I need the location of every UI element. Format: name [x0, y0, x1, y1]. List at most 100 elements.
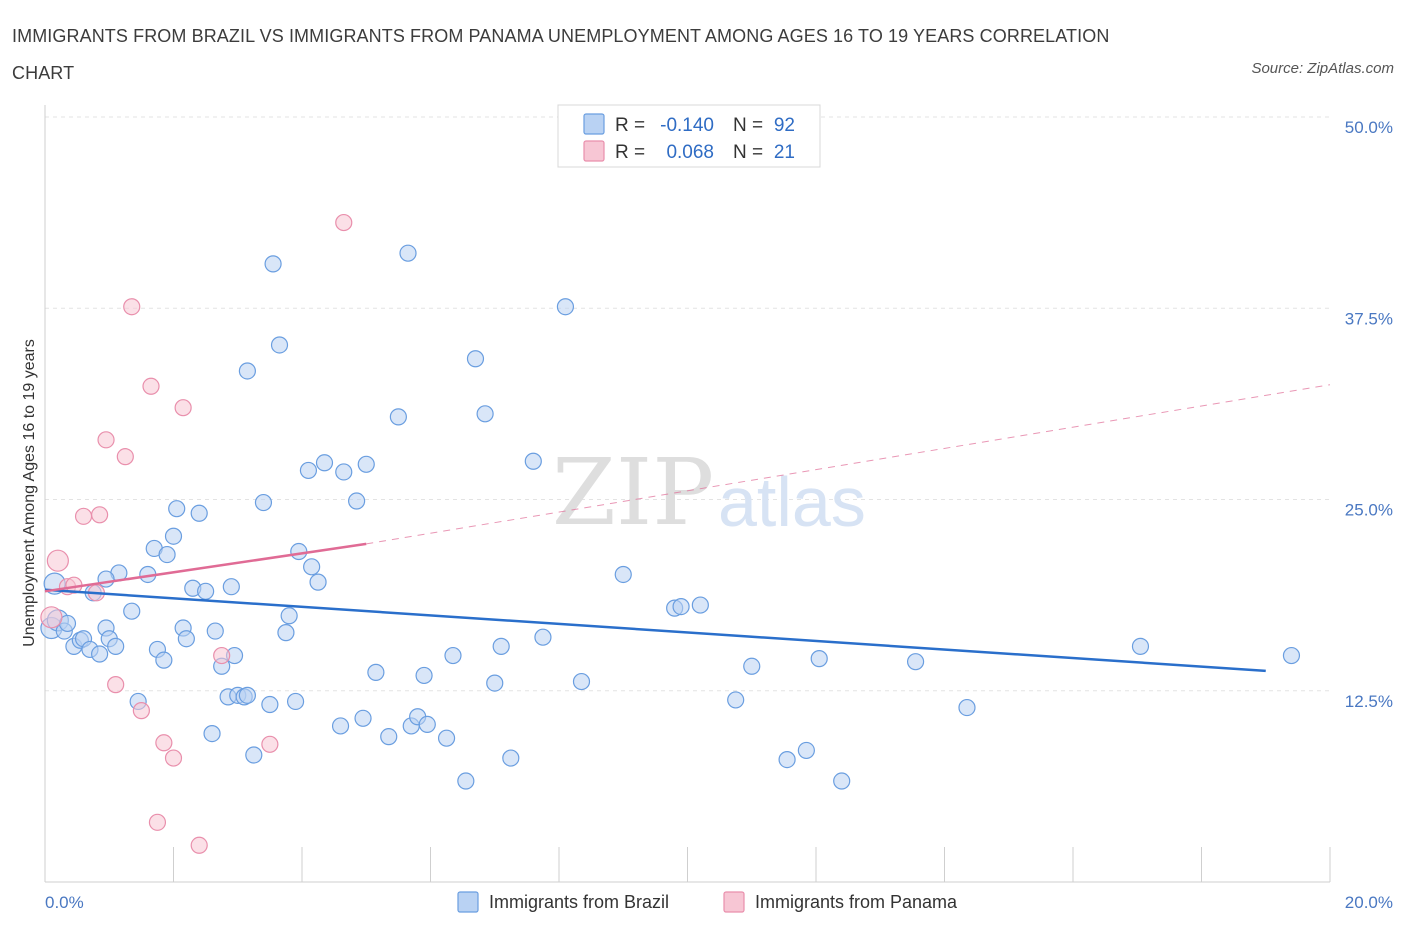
brazil-point — [158, 545, 176, 564]
panama-point — [335, 213, 353, 232]
stats-legend-n-value: 21 — [774, 142, 795, 163]
brazil-point — [280, 607, 298, 625]
brazil-point — [254, 493, 273, 512]
brazil-point — [335, 463, 353, 481]
brazil-point — [672, 597, 690, 616]
panama-point — [74, 507, 93, 525]
brazil-point — [457, 772, 475, 790]
trend-line-extension — [366, 384, 1331, 545]
brazil-point — [810, 650, 828, 668]
brazil-point — [614, 565, 632, 584]
x-tick-label: 20.0% — [1345, 893, 1393, 912]
panama-point — [142, 377, 160, 395]
brazil-point — [91, 645, 109, 663]
brazil-point — [245, 746, 263, 764]
brazil-point — [238, 362, 256, 380]
brazil-point — [444, 646, 462, 665]
panama-point — [91, 506, 109, 524]
x-tick-label: 0.0% — [45, 893, 84, 912]
brazil-point — [466, 350, 485, 368]
brazil-point — [264, 255, 282, 273]
stats-legend-r-value: -0.140 — [660, 115, 714, 136]
brazil-point — [797, 741, 815, 760]
watermark-atlas: atlas — [718, 463, 866, 541]
brazil-point — [303, 558, 321, 576]
panama-point — [46, 549, 69, 572]
brazil-point — [197, 582, 215, 600]
series-legend-swatch-brazil — [457, 891, 479, 913]
brazil-point — [476, 405, 494, 423]
stats-legend-n-label: N = — [733, 142, 763, 163]
panama-point — [97, 431, 115, 449]
brazil-point — [743, 657, 761, 675]
brazil-point — [492, 637, 510, 655]
brazil-point — [206, 622, 224, 640]
brazil-trend-line — [44, 588, 1266, 673]
brazil-point — [572, 672, 591, 691]
panama-point — [213, 646, 231, 665]
brazil-point — [190, 504, 208, 522]
brazil-point — [97, 570, 115, 588]
stats-legend-r-value: 0.068 — [666, 142, 714, 163]
stats-legend-n-label: N = — [733, 115, 763, 136]
brazil-point — [357, 455, 375, 473]
brazil-point — [486, 674, 504, 692]
brazil-point — [315, 454, 334, 472]
brazil-point — [906, 653, 925, 671]
brazil-point — [833, 772, 851, 790]
panama-point — [148, 813, 167, 831]
brazil-point — [399, 244, 417, 262]
panama-point — [116, 448, 134, 466]
brazil-point — [331, 717, 350, 735]
brazil-point — [168, 500, 186, 518]
stats-legend-swatch-panama — [583, 140, 605, 162]
axes — [44, 105, 1331, 883]
watermark: ZIP atlas — [552, 439, 866, 546]
brazil-point — [418, 715, 436, 734]
source-label: Source: ZipAtlas.com — [1251, 60, 1394, 77]
brazil-point — [727, 691, 745, 709]
brazil-point — [1131, 637, 1150, 655]
brazil-point — [1282, 646, 1301, 665]
panama-point — [155, 734, 173, 752]
brazil-point — [222, 578, 240, 596]
brazil-point — [155, 651, 173, 669]
brazil-point — [778, 750, 796, 769]
stats-legend-r-label: R = — [615, 115, 645, 136]
panama-point — [174, 399, 192, 417]
brazil-point — [348, 492, 366, 510]
brazil-point — [415, 666, 433, 685]
brazil-point — [277, 624, 295, 642]
y-tick-label: 37.5% — [1345, 309, 1393, 328]
brazil-point — [309, 573, 327, 591]
brazil-point — [123, 602, 141, 620]
brazil-point — [367, 663, 385, 681]
brazil-point — [203, 724, 221, 743]
y-tick-label: 12.5% — [1345, 692, 1393, 711]
panama-point — [132, 702, 150, 720]
brazil-point — [958, 698, 976, 717]
trend-lines — [44, 384, 1331, 673]
brazil-point — [238, 686, 256, 704]
chart-title: IMMIGRANTS FROM BRAZIL VS IMMIGRANTS FRO… — [12, 26, 1110, 83]
brazil-point — [691, 596, 709, 614]
brazil-point — [299, 461, 318, 480]
brazil-point — [354, 709, 372, 727]
brazil-point — [534, 628, 552, 646]
series-legend-swatch-panama — [723, 891, 745, 913]
y-tick-label: 25.0% — [1345, 501, 1393, 520]
brazil-point — [437, 729, 456, 747]
series-legend: Immigrants from Brazil Immigrants from P… — [457, 891, 958, 913]
brazil-point — [261, 695, 279, 714]
stats-legend: R = -0.140 N = 92 R = 0.068 N = 21 — [557, 104, 821, 168]
panama-point — [107, 676, 125, 694]
brazil-point — [177, 630, 195, 648]
panama-point — [190, 836, 208, 854]
brazil-point — [389, 408, 407, 426]
brazil-point — [270, 336, 289, 354]
brazil-point — [556, 298, 575, 316]
brazil-point — [290, 542, 308, 561]
stats-legend-r-label: R = — [615, 142, 645, 163]
stats-legend-swatch-brazil — [583, 113, 605, 135]
